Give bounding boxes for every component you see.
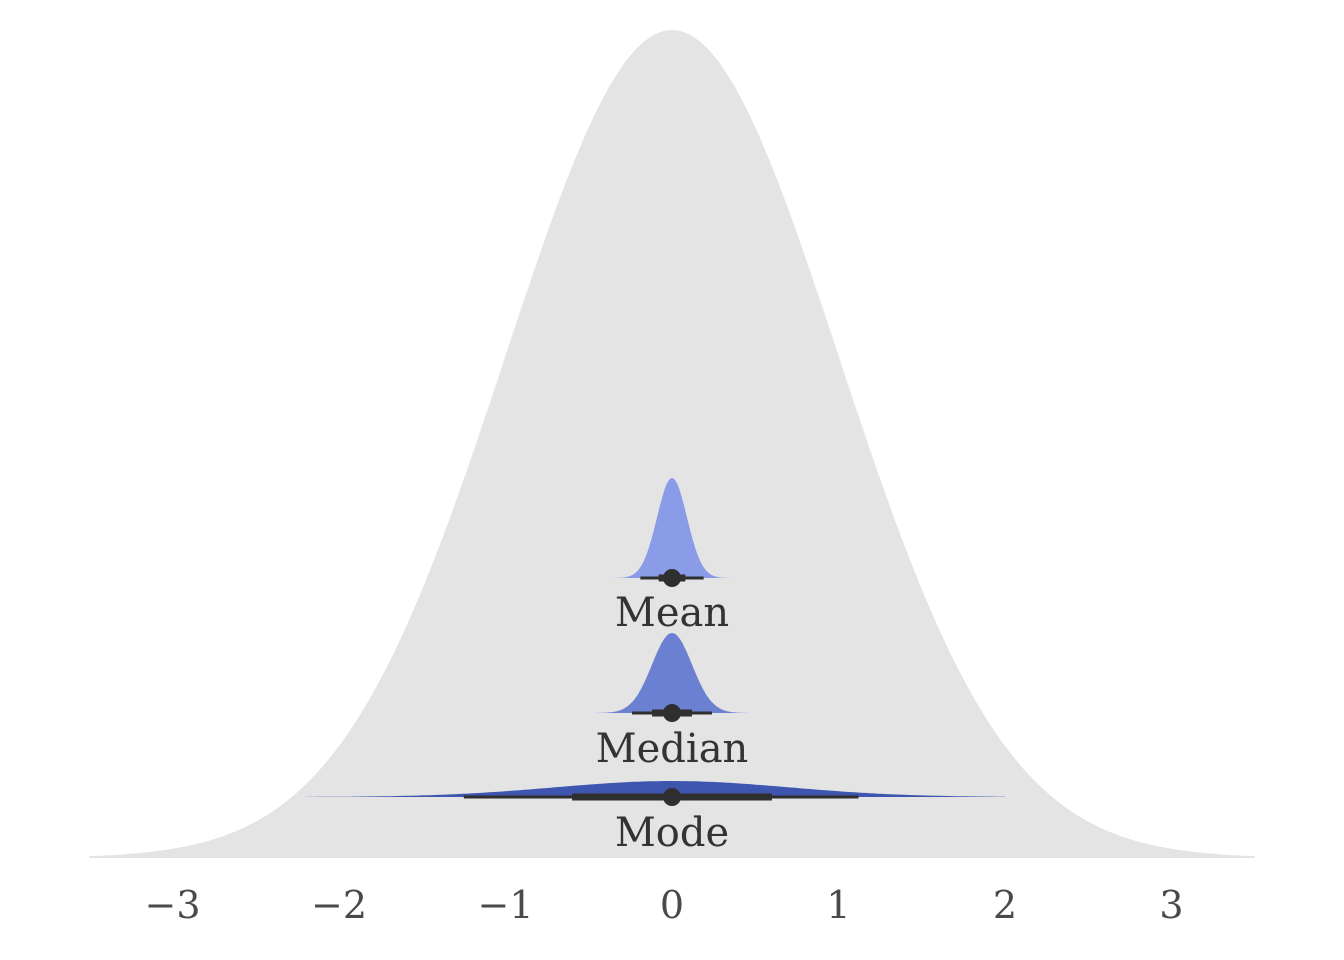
series-label-mode: Mode [615, 810, 729, 856]
x-tick-label: 0 [660, 883, 684, 927]
median-point-estimate [663, 704, 681, 722]
series-layer: Mean Median Mode [305, 478, 1005, 856]
x-tick-label: 1 [826, 883, 850, 927]
mean-point-estimate [663, 569, 681, 587]
series-mean: Mean [613, 478, 731, 636]
x-axis: −3 −2 −1 0 1 2 3 [144, 883, 1183, 927]
x-tick-label: 3 [1159, 883, 1183, 927]
x-tick-label: −2 [311, 883, 367, 927]
background-density-layer [89, 30, 1255, 858]
series-label-mean: Mean [615, 590, 729, 636]
background-normal-density [89, 30, 1255, 858]
mode-point-estimate [663, 788, 681, 806]
mean-density-slab [613, 478, 731, 578]
x-tick-label: −1 [477, 883, 533, 927]
series-median: Median [593, 633, 751, 772]
series-label-median: Median [596, 726, 749, 772]
series-mode: Mode [305, 781, 1005, 856]
median-density-slab [593, 633, 751, 713]
x-tick-label: 2 [993, 883, 1017, 927]
mode-density-slab [305, 781, 1005, 797]
x-tick-label: −3 [144, 883, 200, 927]
